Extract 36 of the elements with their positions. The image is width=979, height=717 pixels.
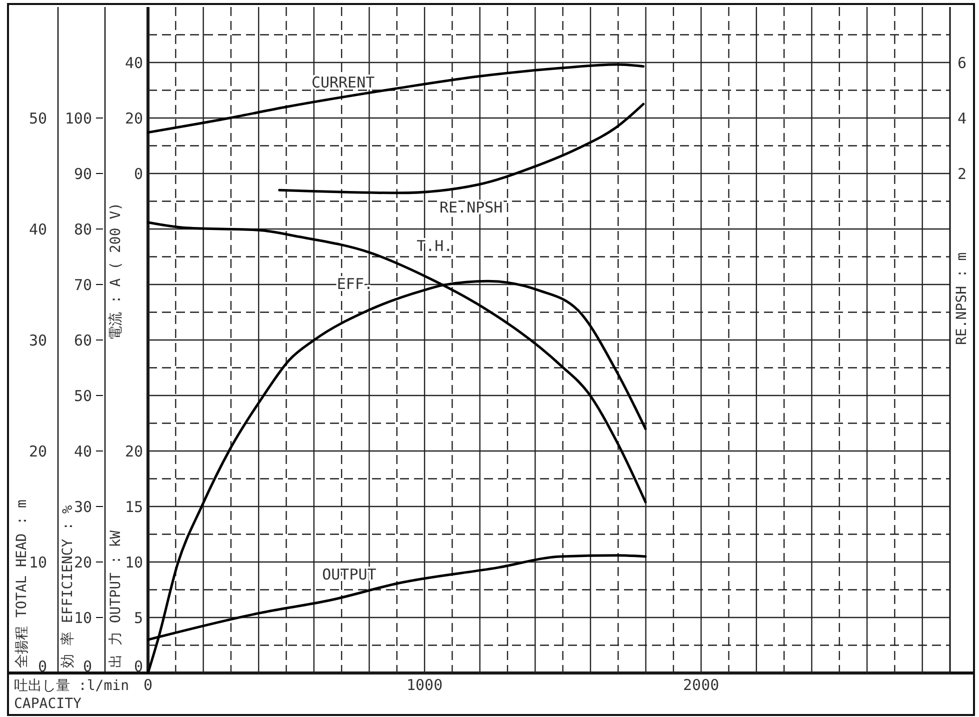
text: CAPACITY — [14, 696, 82, 712]
y2-tick-label: 90 — [74, 164, 92, 183]
y2-axis-title: 効 率 EFFICIENCY : % — [60, 504, 76, 668]
y2-tick-label: 10 — [74, 608, 92, 627]
y2-tick-label: 80 — [74, 220, 92, 238]
line-series — [146, 63, 645, 134]
y-tick-label: 5 — [134, 608, 143, 627]
x-axis-title: 吐出し量 :l/min — [14, 678, 130, 694]
y2-tick-label: 60 — [74, 331, 92, 350]
y2-tick-label: 2 — [957, 164, 967, 183]
y2-tick-label: 100 — [64, 109, 92, 128]
y-tick-label: 30 — [28, 331, 47, 350]
y-tick-label: 15 — [124, 498, 143, 516]
x-tick-label: 1000 — [406, 676, 443, 694]
y2-axis-title: RE.NPSH : m — [954, 252, 970, 345]
y2-tick-label: 0 — [82, 657, 92, 676]
y2-tick-label: 6 — [957, 54, 967, 72]
y-tick-label: 0 — [134, 657, 143, 676]
y2-tick-label: 30 — [74, 498, 92, 516]
line-series — [278, 102, 645, 194]
y-axis-title: 出 力 OUTPUT : kW — [108, 530, 124, 668]
y-tick-label: 20 — [28, 442, 47, 460]
y-tick-label: 50 — [28, 109, 47, 128]
y2-tick-label: 50 — [74, 386, 92, 405]
y2-tick-label: 40 — [74, 442, 92, 460]
x-tick-label: 2000 — [683, 676, 720, 694]
y-tick-label: 0 — [38, 657, 47, 676]
y2-tick-label: 70 — [74, 276, 92, 294]
y-tick-label: 10 — [124, 553, 143, 572]
y-axis-title: 全揚程 TOTAL HEAD : m — [14, 500, 30, 668]
y2-tick-label: 4 — [957, 109, 967, 128]
y-tick-label: 10 — [28, 553, 47, 572]
y3-axis-title: 電流 : A ( 200 V) — [108, 202, 124, 340]
y-tick-label: 40 — [28, 220, 47, 238]
y2-tick-label: 20 — [74, 553, 92, 572]
y-tick-label: 20 — [124, 442, 143, 460]
